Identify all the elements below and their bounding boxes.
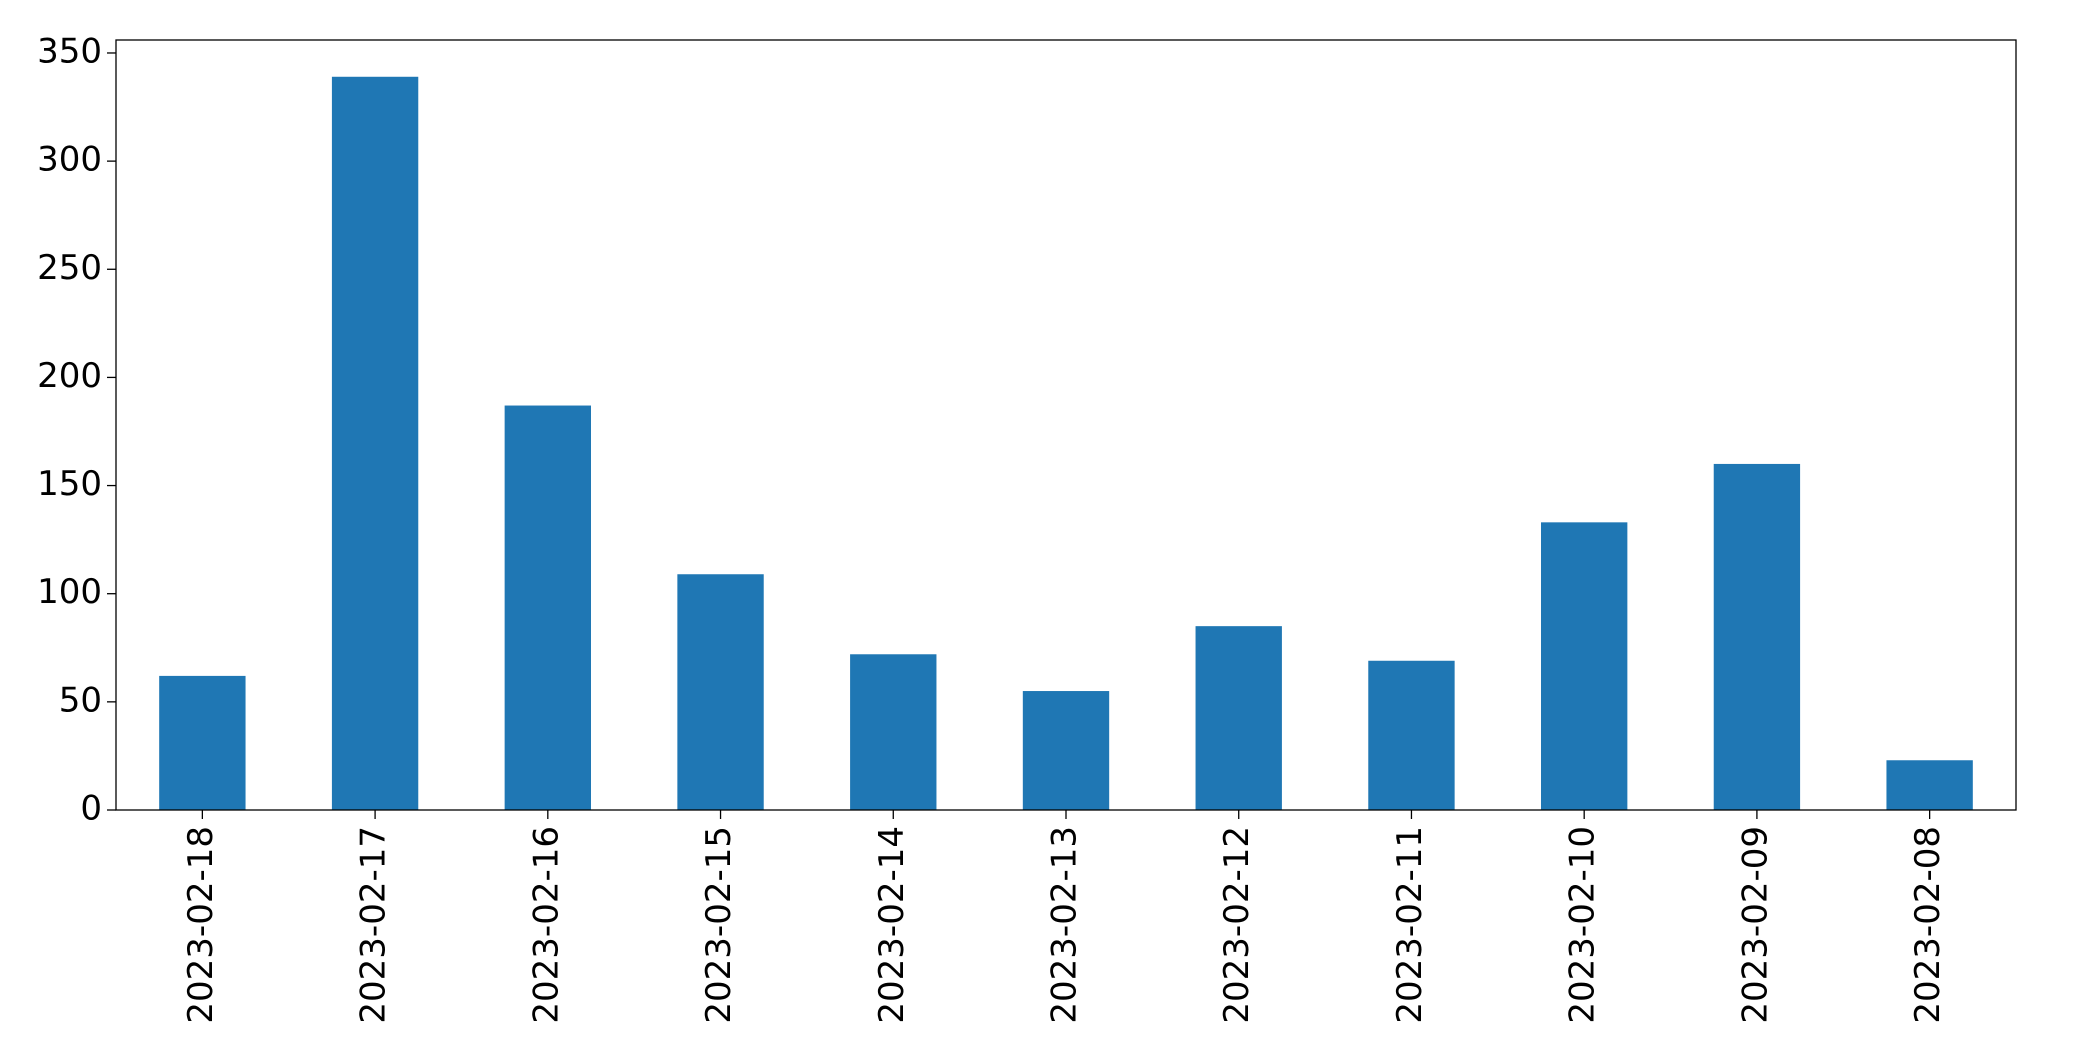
x-tick-label: 2023-02-16 <box>526 826 566 1024</box>
x-tick-label: 2023-02-15 <box>699 826 739 1024</box>
bar <box>677 574 764 810</box>
y-tick-label: 100 <box>37 572 102 612</box>
x-tick-label: 2023-02-12 <box>1217 826 1257 1024</box>
y-tick-label: 200 <box>37 356 102 396</box>
x-tick-label: 2023-02-10 <box>1563 826 1603 1024</box>
x-tick-label: 2023-02-18 <box>181 826 221 1024</box>
bar <box>1713 463 1801 810</box>
x-tick-label: 2023-02-13 <box>1045 826 1085 1024</box>
y-tick-label: 150 <box>37 464 102 504</box>
bar <box>1195 626 1282 810</box>
bar <box>1541 522 1628 810</box>
bar <box>331 76 419 811</box>
y-tick-label: 250 <box>37 248 102 288</box>
bar <box>850 654 937 810</box>
y-tick-label: 50 <box>59 680 102 720</box>
x-tick-label: 2023-02-14 <box>872 826 912 1024</box>
y-tick-label: 350 <box>37 31 102 71</box>
y-tick-label: 0 <box>80 789 102 829</box>
x-tick-label: 2023-02-17 <box>354 826 394 1024</box>
y-tick-label: 300 <box>37 140 102 180</box>
bar <box>159 675 246 810</box>
bar <box>1022 691 1110 810</box>
x-tick-label: 2023-02-11 <box>1390 826 1430 1024</box>
bar <box>1886 760 1973 810</box>
x-tick-label: 2023-02-09 <box>1735 826 1775 1024</box>
plot-frame <box>115 39 2017 811</box>
bar <box>1368 660 1455 810</box>
bar <box>504 405 591 810</box>
x-tick-label: 2023-02-08 <box>1908 826 1948 1024</box>
